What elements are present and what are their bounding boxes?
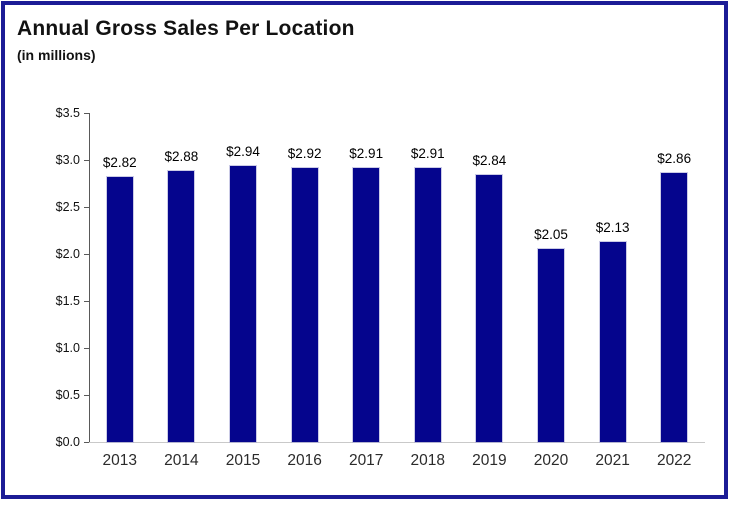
bar-value-label: $2.13 [595, 219, 630, 235]
bar-value-label: $2.94 [226, 143, 260, 159]
x-axis-label-2016: 2016 [287, 452, 322, 469]
bar-value-label: $2.05 [534, 227, 568, 243]
bar-2022 [661, 173, 688, 442]
bar-2014 [168, 171, 195, 442]
bar-value-label: $2.92 [287, 145, 322, 161]
y-tick-label: $2.0 [55, 247, 80, 261]
bar-2016 [291, 167, 318, 442]
x-axis-label-2021: 2021 [595, 452, 630, 469]
x-axis-line [89, 442, 705, 443]
x-axis-label-2017: 2017 [348, 452, 384, 469]
bar-value-label: $2.91 [349, 146, 384, 162]
y-tick-label: $0.0 [55, 435, 80, 449]
bar-value-label: $2.88 [164, 149, 199, 165]
y-axis-line [89, 113, 90, 442]
y-tick-mark [84, 160, 89, 161]
plot-area: $0.0 $0.5 $1.0 $1.5 $2.0 $2.5 $3.0 $3.5 $2.82 $2… [56, 106, 705, 469]
chart-frame: Annual Gross Sales Per Location (in mill… [1, 1, 728, 499]
bar-2020 [538, 249, 564, 442]
bar-2013 [106, 176, 133, 442]
y-tick-mark [84, 207, 89, 208]
y-tick-mark [84, 348, 89, 349]
y-tick-mark [84, 254, 89, 255]
x-axis-label-2020: 2020 [533, 452, 569, 469]
x-axis-label-2019: 2019 [472, 452, 507, 469]
y-tick-mark [84, 113, 89, 114]
y-tick-mark [84, 301, 89, 302]
bar-value-label: $2.84 [472, 153, 507, 169]
y-tick-label: $3.5 [55, 106, 80, 120]
x-axis-label-2022: 2022 [656, 452, 692, 469]
y-tick-mark [84, 395, 89, 396]
x-axis-label-2014: 2014 [164, 452, 199, 469]
y-tick-label: $3.0 [55, 153, 80, 167]
bar-2017 [353, 168, 380, 442]
bar-2021 [599, 241, 626, 442]
chart-title: Annual Gross Sales Per Location [17, 17, 355, 40]
bar-2019 [476, 175, 503, 442]
y-tick-mark [84, 442, 89, 443]
x-axis-label-2018: 2018 [410, 452, 446, 469]
bar-value-label: $2.86 [657, 151, 692, 167]
y-tick-label: $1.5 [55, 294, 80, 308]
y-tick-label: $1.0 [55, 341, 80, 355]
bar-2018 [414, 168, 441, 442]
y-tick-label: $2.5 [55, 200, 80, 214]
chart-subtitle: (in millions) [17, 47, 96, 63]
bar-value-label: $2.91 [410, 146, 445, 162]
x-axis-label-2015: 2015 [225, 452, 261, 469]
y-tick-label: $0.5 [55, 388, 80, 402]
x-axis-label-2013: 2013 [102, 452, 138, 469]
bar-2015 [230, 165, 256, 442]
bar-value-label: $2.82 [102, 154, 137, 170]
